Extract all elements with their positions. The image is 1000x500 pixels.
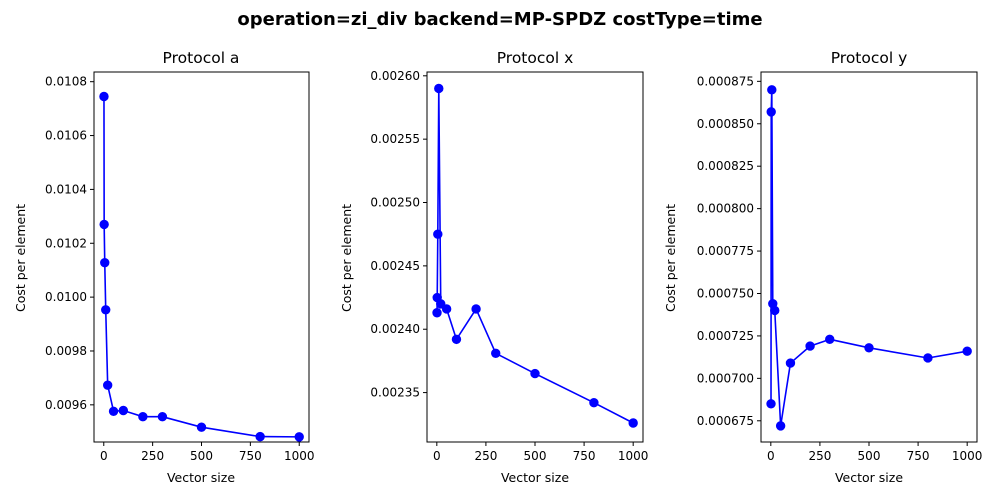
y-tick-label: 0.000825 (697, 159, 754, 173)
data-point (100, 257, 110, 268)
data-point (589, 398, 599, 408)
plot-area: 0 250 500 750 1000 0.000675 0.000700 0.000725 0.… (697, 71, 983, 463)
data-point (294, 432, 304, 442)
x-tick-label: 500 (190, 449, 213, 463)
y-tick-label: 0.00260 (370, 69, 420, 83)
x-tick-label: 250 (141, 449, 164, 463)
series-line (103, 96, 300, 438)
x-tick-label: 500 (524, 449, 547, 463)
data-point (766, 107, 776, 117)
data-point (102, 380, 113, 390)
x-tick-label: 250 (474, 449, 497, 463)
y-tick-label: 0.00245 (370, 259, 420, 273)
x-tick-label: 750 (573, 449, 596, 463)
y-tick-label: 0.000775 (697, 244, 754, 258)
data-point (785, 358, 796, 368)
data-point (775, 421, 786, 431)
y-tick-label: 0.00240 (370, 322, 420, 336)
data-point (196, 422, 207, 432)
data-point (805, 341, 815, 351)
data-point (864, 343, 874, 353)
y-tick-label: 0.0102 (45, 236, 87, 250)
data-point (451, 334, 462, 345)
subplot-title: Protocol a (163, 49, 240, 67)
x-tick-label: 0 (767, 449, 775, 463)
x-axis-label: Vector size (501, 470, 569, 485)
data-point (471, 304, 481, 314)
x-tick-label: 1000 (284, 449, 315, 463)
plot-area: 0 250 500 750 1000 0.0096 0.0098 0.0100 0.0102 0.… (45, 71, 315, 463)
data-point (138, 411, 148, 422)
subplot-protocol-y: Protocol y Vector size Cost per element … (663, 49, 982, 485)
y-axis-label: Cost per element (663, 204, 678, 312)
y-tick-label: 0.000850 (697, 117, 754, 131)
data-point (766, 399, 776, 409)
data-point (99, 219, 109, 230)
subplot-protocol-x: Protocol x Vector size Cost per element … (339, 49, 648, 485)
data-point (433, 229, 443, 239)
data-point (157, 411, 168, 422)
y-tick-label: 0.0100 (45, 290, 87, 304)
x-tick-label: 250 (808, 449, 831, 463)
x-tick-label: 0 (433, 449, 441, 463)
data-point (530, 368, 540, 379)
data-point (441, 304, 452, 314)
y-tick-label: 0.00235 (370, 386, 420, 400)
data-point (767, 85, 777, 95)
data-point (770, 305, 780, 316)
data-point (628, 418, 638, 428)
plot-area: 0 250 500 750 1000 0.00235 0.00240 0.00245 0.002… (370, 69, 648, 463)
subplot-title: Protocol y (831, 49, 908, 67)
y-tick-label: 0.000875 (697, 74, 754, 88)
data-point (434, 83, 444, 94)
y-tick-label: 0.00250 (370, 196, 420, 210)
y-tick-label: 0.0104 (45, 182, 87, 196)
subplot-protocol-a: Protocol a Vector size Cost per element … (13, 49, 315, 485)
figure-suptitle: operation=zi_div backend=MP-SPDZ costTyp… (237, 9, 762, 30)
data-point (923, 353, 933, 363)
data-point (432, 308, 442, 318)
y-tick-label: 0.000800 (697, 202, 754, 216)
x-axis-label: Vector size (835, 470, 903, 485)
data-point (99, 91, 109, 102)
x-tick-label: 500 (858, 449, 881, 463)
data-point (118, 405, 129, 416)
y-tick-label: 0.000725 (697, 329, 754, 343)
subplot-title: Protocol x (497, 49, 574, 67)
y-tick-label: 0.000750 (697, 286, 754, 300)
y-tick-label: 0.0108 (45, 75, 87, 89)
y-tick-label: 0.000675 (697, 414, 754, 428)
data-point (108, 406, 119, 417)
data-point (825, 334, 835, 345)
y-tick-label: 0.0106 (45, 129, 87, 143)
x-tick-label: 1000 (618, 449, 649, 463)
y-tick-label: 0.000700 (697, 371, 754, 385)
x-tick-label: 1000 (952, 449, 983, 463)
series-line (436, 87, 634, 424)
y-axis-label: Cost per element (13, 204, 28, 312)
x-tick-label: 0 (100, 449, 108, 463)
data-point (962, 346, 972, 356)
x-axis-label: Vector size (167, 470, 235, 485)
data-point (491, 348, 501, 359)
y-tick-label: 0.0096 (45, 398, 87, 412)
data-point (436, 299, 446, 309)
data-point (255, 431, 265, 442)
x-tick-label: 750 (907, 449, 930, 463)
y-axis-label: Cost per element (339, 204, 354, 312)
y-tick-label: 0.0098 (45, 344, 87, 358)
data-point (101, 305, 111, 315)
y-tick-label: 0.00255 (370, 132, 420, 146)
x-tick-label: 750 (239, 449, 262, 463)
